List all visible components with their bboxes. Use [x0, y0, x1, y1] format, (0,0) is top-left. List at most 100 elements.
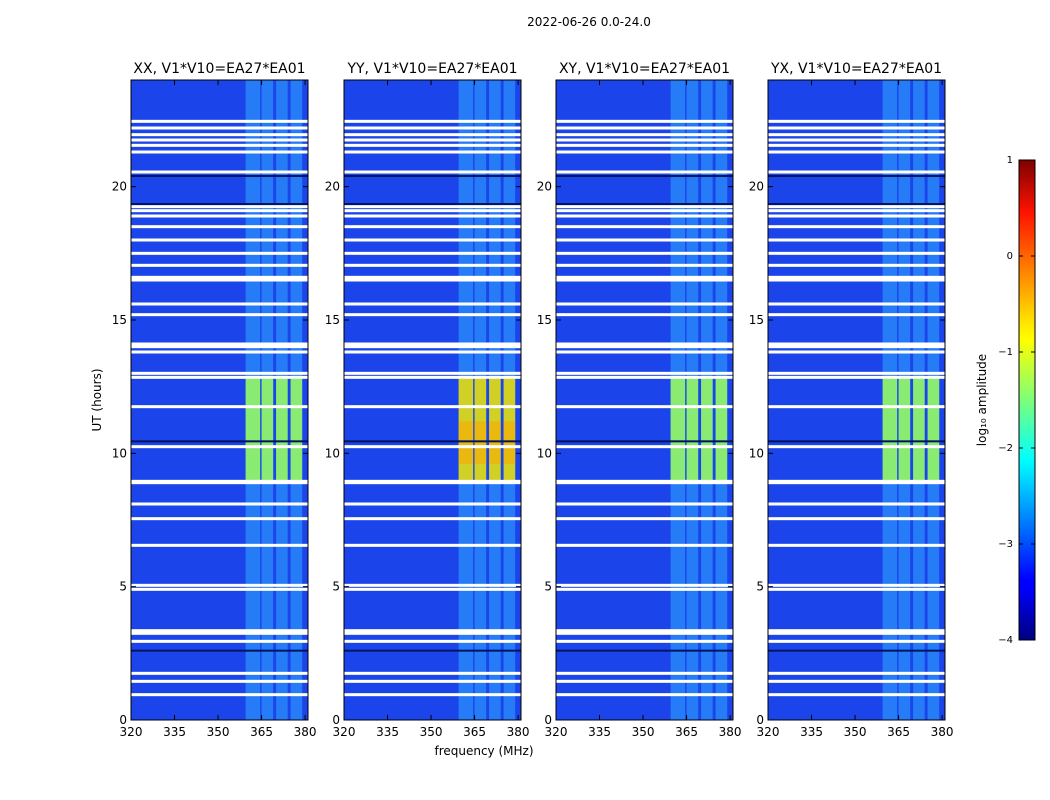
rfi-strong-block	[686, 378, 699, 480]
flagged-row	[768, 629, 945, 633]
panel-frame	[767, 79, 946, 721]
flagged-row	[344, 302, 521, 306]
flagged-row	[768, 375, 945, 379]
flagged-row	[131, 445, 308, 449]
y-tick-label: 10	[325, 446, 340, 460]
flagged-row	[131, 631, 308, 635]
y-tick-label: 20	[749, 180, 764, 194]
x-axis-label: frequency (MHz)	[434, 744, 533, 758]
y-tick-label: 5	[119, 580, 127, 594]
colorbar-tick-label: 1	[1007, 155, 1013, 166]
flagged-row	[131, 629, 308, 633]
x-tick-label: 380	[719, 725, 742, 739]
dark-row	[344, 203, 521, 205]
flagged-row	[556, 170, 733, 174]
flagged-row	[768, 345, 945, 349]
x-tick-label: 335	[376, 725, 399, 739]
colorbar-tick-label: −1	[998, 347, 1013, 358]
y-tick-label: 5	[544, 580, 552, 594]
flagged-row	[344, 587, 521, 591]
dark-row	[556, 649, 733, 652]
dark-row	[344, 440, 521, 443]
panel-title: YX, V1*V10=EA27*EA01	[770, 61, 942, 77]
x-tick-label: 350	[420, 725, 443, 739]
flagged-row	[344, 263, 521, 267]
dark-row	[556, 440, 733, 443]
flagged-row	[131, 543, 308, 547]
panel-title: XX, V1*V10=EA27*EA01	[133, 61, 305, 77]
flagged-row	[131, 375, 308, 379]
flagged-row	[131, 679, 308, 683]
y-tick-label: 15	[112, 313, 127, 327]
flagged-row	[768, 238, 945, 242]
rfi-strong-block	[261, 378, 274, 480]
flagged-row	[556, 143, 733, 147]
flagged-row	[344, 350, 521, 354]
flagged-row	[131, 479, 308, 483]
flagged-row	[556, 313, 733, 317]
flagged-row	[768, 587, 945, 591]
rfi-strong-block	[715, 378, 728, 480]
flagged-row	[131, 639, 308, 643]
flagged-row	[768, 405, 945, 409]
x-tick-label: 320	[545, 725, 568, 739]
y-tick-label: 20	[325, 180, 340, 194]
flagged-row	[344, 170, 521, 174]
flagged-row	[768, 342, 945, 346]
figure-title: 2022-06-26 0.0-24.0	[527, 15, 651, 29]
panel-frame	[555, 79, 734, 721]
flagged-row	[768, 631, 945, 635]
flagged-row	[556, 275, 733, 279]
flagged-row	[556, 445, 733, 449]
flagged-row	[131, 313, 308, 317]
dark-row	[344, 175, 521, 177]
dark-row	[768, 203, 945, 205]
flagged-row	[768, 302, 945, 306]
panel-2: XY, V1*V10=EA27*EA01 320 335 350 365 380 0 5 10 1…	[537, 61, 742, 739]
rfi-strong-block	[701, 378, 713, 480]
flagged-row	[768, 350, 945, 354]
x-tick-label: 320	[120, 725, 143, 739]
flagged-row	[556, 209, 733, 213]
flagged-row	[556, 251, 733, 255]
rfi-strong-block	[670, 378, 686, 480]
flagged-row	[768, 138, 945, 142]
flagged-row	[344, 517, 521, 521]
rfi-strong-block	[913, 378, 925, 480]
flagged-row	[344, 583, 521, 587]
flagged-row	[768, 278, 945, 282]
flagged-row	[344, 126, 521, 130]
flagged-row	[556, 517, 733, 521]
flagged-row	[131, 209, 308, 213]
x-tick-label: 380	[507, 725, 530, 739]
flagged-row	[131, 238, 308, 242]
flagged-row	[131, 251, 308, 255]
y-tick-label: 15	[537, 313, 552, 327]
flagged-row	[344, 693, 521, 697]
flagged-row	[131, 502, 308, 506]
rfi-peak	[503, 421, 516, 464]
flagged-row	[131, 405, 308, 409]
rfi-strong-block	[245, 378, 261, 480]
x-tick-label: 350	[844, 725, 867, 739]
dark-row	[131, 175, 308, 177]
flagged-row	[344, 143, 521, 147]
flagged-row	[344, 671, 521, 675]
flagged-row	[344, 214, 521, 218]
flagged-row	[344, 133, 521, 137]
flagged-row	[556, 238, 733, 242]
flagged-row	[768, 639, 945, 643]
flagged-row	[768, 263, 945, 267]
flagged-row	[131, 150, 308, 154]
flagged-row	[344, 150, 521, 154]
colorbar-tick-label: −4	[998, 635, 1013, 646]
x-tick-label: 335	[800, 725, 823, 739]
panel-3: YX, V1*V10=EA27*EA01 320 335 350 365 380 0 5 10 1…	[749, 61, 954, 739]
flagged-row	[131, 671, 308, 675]
flagged-row	[131, 583, 308, 587]
flagged-row	[556, 119, 733, 123]
colorbar-tick-label: −2	[998, 443, 1013, 454]
flagged-row	[131, 345, 308, 349]
colorbar-tick-label: −3	[998, 539, 1013, 550]
flagged-row	[344, 138, 521, 142]
